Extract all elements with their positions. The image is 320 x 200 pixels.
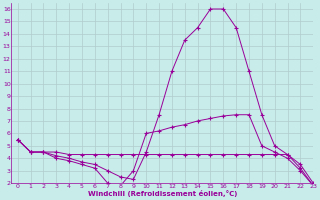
X-axis label: Windchill (Refroidissement éolien,°C): Windchill (Refroidissement éolien,°C) <box>88 190 237 197</box>
